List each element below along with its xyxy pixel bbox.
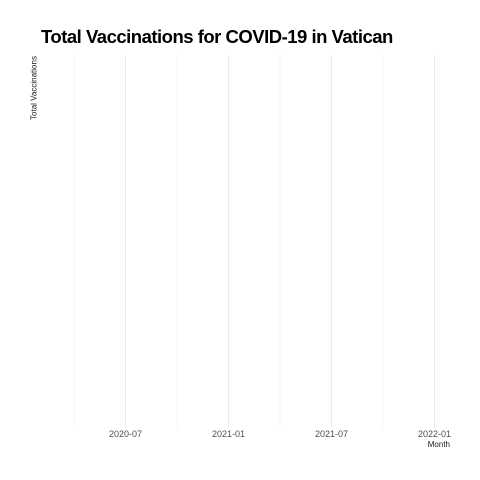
x-axis-label: Month	[427, 440, 450, 449]
chart-title: Total Vaccinations for COVID-19 in Vatic…	[41, 26, 393, 47]
x-tick-label: 2022-01	[418, 429, 451, 439]
x-tick-label: 2021-01	[212, 429, 245, 439]
x-tick-label: 2020-07	[109, 429, 142, 439]
x-tick-label: 2021-07	[315, 429, 348, 439]
